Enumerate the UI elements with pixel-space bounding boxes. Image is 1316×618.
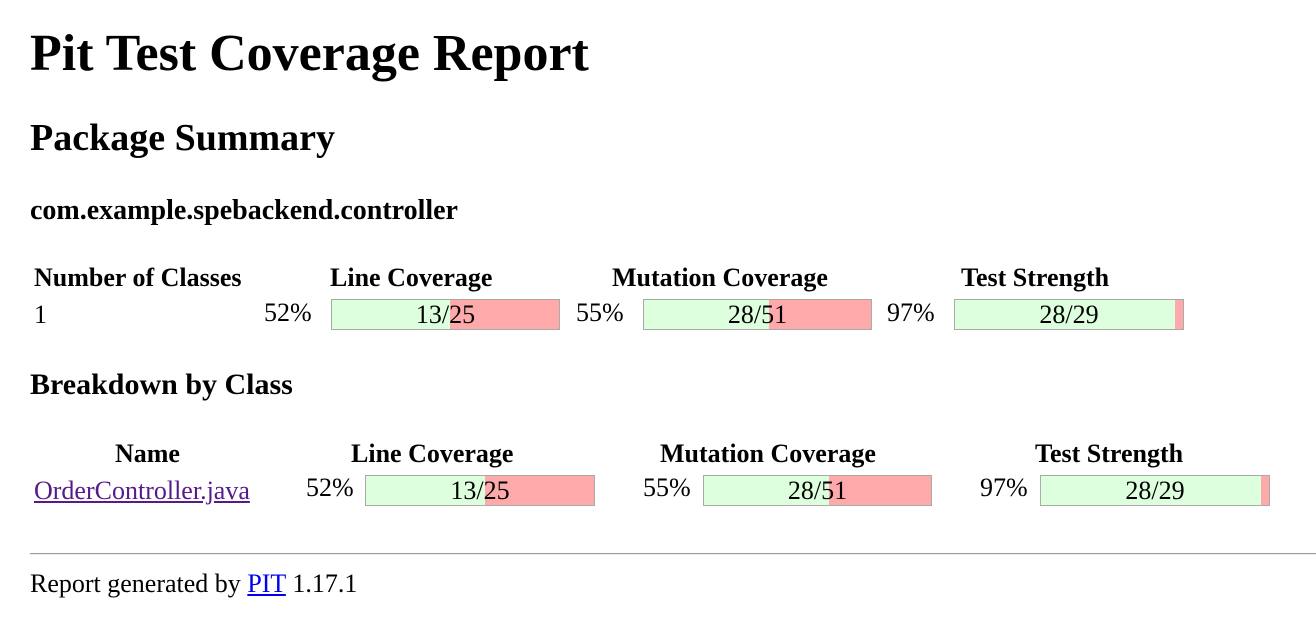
header-test-strength: Test Strength (961, 263, 1110, 292)
mutation-coverage-ratio: 28/51 (727, 300, 788, 329)
header-mutation-coverage: Mutation Coverage (612, 263, 828, 292)
number-of-classes-value: 1 (34, 300, 47, 329)
header-line-coverage: Line Coverage (351, 439, 514, 468)
footer-divider (30, 553, 1316, 555)
line-coverage-ratio: 13/25 (450, 476, 510, 505)
header-test-strength: Test Strength (1035, 439, 1184, 468)
class-link-ordercontroller[interactable]: OrderController.java (34, 476, 250, 505)
test-strength-ratio: 28/29 (1125, 476, 1185, 505)
line-coverage-ratio: 13/25 (415, 300, 476, 329)
header-name: Name (115, 439, 180, 468)
package-summary-heading: Package Summary (30, 117, 336, 159)
mutation-coverage-covered-fill (704, 476, 829, 505)
header-mutation-coverage: Mutation Coverage (660, 439, 876, 468)
line-coverage-covered-fill (366, 476, 485, 505)
footer: Report generated by PIT 1.17.1 (30, 569, 357, 599)
footer-version: 1.17.1 (292, 569, 358, 598)
test-strength-ratio: 28/29 (1039, 300, 1099, 329)
mutation-coverage-ratio: 28/51 (787, 476, 848, 505)
page-title: Pit Test Coverage Report (30, 25, 589, 82)
test-strength-percent: 97% (887, 298, 935, 327)
mutation-coverage-bar: 28/51 (643, 299, 872, 330)
mutation-coverage-covered-fill (644, 300, 769, 329)
test-strength-bar: 28/29 (954, 299, 1184, 330)
footer-prefix: Report generated by (30, 569, 241, 598)
header-line-coverage: Line Coverage (330, 263, 493, 292)
line-coverage-bar: 13/25 (365, 475, 595, 506)
line-coverage-percent: 52% (264, 298, 312, 327)
line-coverage-bar: 13/25 (331, 299, 560, 330)
breakdown-heading: Breakdown by Class (30, 368, 293, 401)
package-name: com.example.spebackend.controller (30, 195, 458, 226)
header-number-of-classes: Number of Classes (34, 263, 242, 292)
mutation-coverage-percent: 55% (576, 298, 624, 327)
mutation-coverage-percent: 55% (643, 473, 691, 502)
test-strength-bar: 28/29 (1040, 475, 1270, 506)
line-coverage-percent: 52% (306, 473, 354, 502)
pit-link[interactable]: PIT (247, 569, 286, 598)
test-strength-covered-fill (1041, 476, 1262, 505)
mutation-coverage-bar: 28/51 (703, 475, 932, 506)
test-strength-covered-fill (955, 300, 1176, 329)
line-coverage-covered-fill (332, 300, 451, 329)
test-strength-percent: 97% (980, 473, 1028, 502)
